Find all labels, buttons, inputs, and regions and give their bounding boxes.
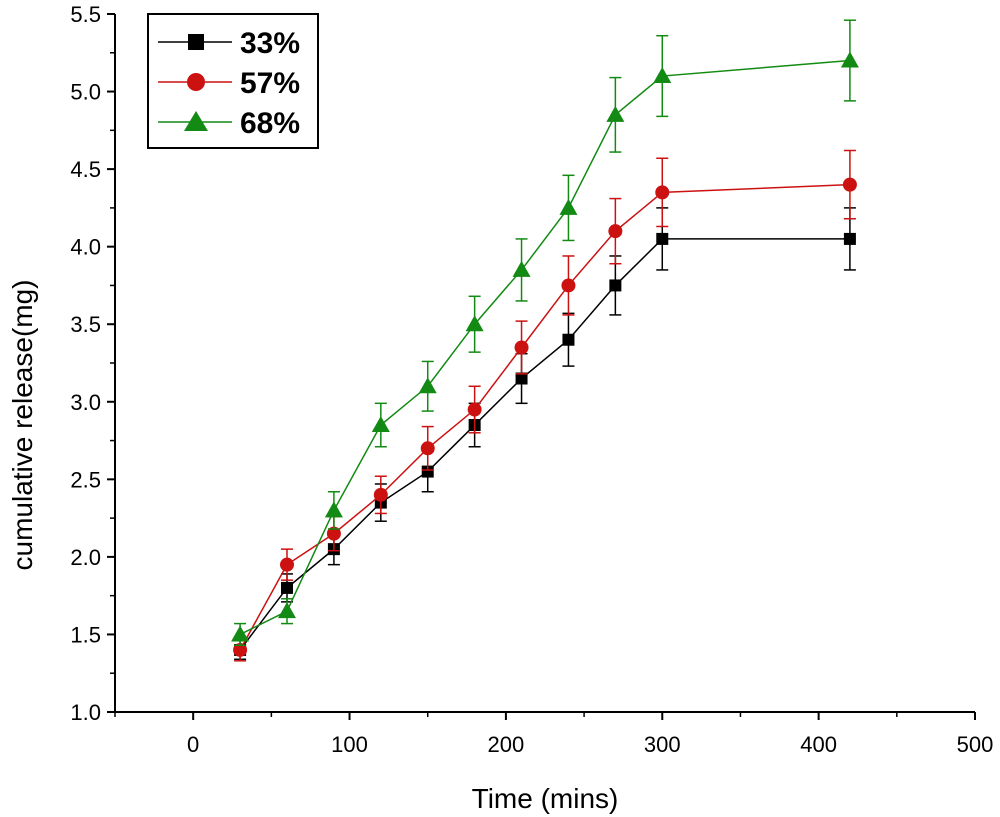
data-point xyxy=(373,487,388,502)
y-tick-label: 4.5 xyxy=(70,157,101,182)
x-tick-label: 400 xyxy=(800,732,837,757)
data-point xyxy=(465,315,484,332)
series-line xyxy=(239,183,850,651)
legend-label: 68% xyxy=(240,107,300,140)
data-point xyxy=(653,67,672,84)
series-line xyxy=(239,238,850,651)
data-point xyxy=(420,441,435,456)
x-tick-label: 500 xyxy=(957,732,994,757)
data-point xyxy=(608,224,623,239)
legend-box xyxy=(147,13,319,149)
data-point xyxy=(512,260,531,277)
data-point xyxy=(371,416,390,433)
series-33% xyxy=(234,207,856,661)
data-point xyxy=(606,105,625,122)
data-point xyxy=(656,232,669,245)
y-tick-label: 5.0 xyxy=(70,80,101,105)
data-point xyxy=(231,625,250,642)
data-point xyxy=(515,372,528,385)
y-tick-label: 4.0 xyxy=(70,235,101,260)
data-point xyxy=(233,642,248,657)
series-layer xyxy=(231,19,859,662)
y-tick-label: 2.5 xyxy=(70,467,101,492)
y-tick-label: 3.5 xyxy=(70,312,101,337)
data-point xyxy=(840,51,859,68)
legend-marker xyxy=(187,73,205,91)
legend-label: 57% xyxy=(240,67,300,100)
axes: 1.0 1.5 2.0 2.5 3.0 3.5 4.0 4.5 5.0 5.5 0 100 200 300… xyxy=(70,2,993,757)
y-axis-title: cumulative release(mg) xyxy=(7,280,38,571)
data-point xyxy=(559,198,578,215)
y-tick-label: 3.0 xyxy=(70,390,101,415)
data-point xyxy=(281,581,293,594)
data-point xyxy=(609,279,622,292)
y-tick-label: 1.5 xyxy=(70,622,101,647)
data-point xyxy=(842,177,857,192)
x-tick-label: 200 xyxy=(488,732,525,757)
legend-marker xyxy=(184,111,208,131)
data-point xyxy=(418,377,437,394)
data-point xyxy=(562,333,575,346)
legend-label: 33% xyxy=(240,27,300,60)
data-point xyxy=(843,232,856,245)
y-tick-label: 5.5 xyxy=(70,2,101,27)
series-57% xyxy=(233,149,857,662)
data-point xyxy=(421,465,434,478)
y-tick-label: 1.0 xyxy=(70,700,101,725)
data-point xyxy=(278,602,296,619)
series-68% xyxy=(231,19,859,647)
y-tick-label: 2.0 xyxy=(70,545,101,570)
x-tick-label: 300 xyxy=(644,732,681,757)
data-point xyxy=(326,526,341,541)
legend: 33% 57% 68% xyxy=(147,13,319,149)
x-axis-title: Time (mins) xyxy=(472,783,619,814)
data-point xyxy=(655,185,670,200)
data-point xyxy=(324,501,343,518)
data-point xyxy=(561,278,576,293)
data-point xyxy=(467,402,482,417)
data-point xyxy=(280,557,294,572)
x-tick-label: 100 xyxy=(331,732,368,757)
x-tick-label: 0 xyxy=(187,732,199,757)
legend-marker xyxy=(188,34,204,50)
data-point xyxy=(514,340,529,355)
